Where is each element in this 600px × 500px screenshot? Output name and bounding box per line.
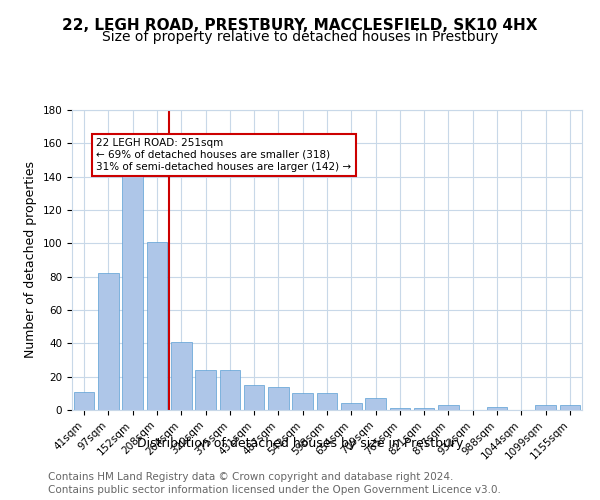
Bar — [560, 405, 580, 410]
Bar — [122, 166, 143, 410]
Bar — [146, 242, 167, 410]
Bar — [414, 408, 434, 410]
Bar — [244, 385, 265, 410]
Bar — [195, 370, 216, 410]
Text: Size of property relative to detached houses in Prestbury: Size of property relative to detached ho… — [102, 30, 498, 44]
Text: 22, LEGH ROAD, PRESTBURY, MACCLESFIELD, SK10 4HX: 22, LEGH ROAD, PRESTBURY, MACCLESFIELD, … — [62, 18, 538, 32]
Bar — [268, 386, 289, 410]
Text: Distribution of detached houses by size in Prestbury: Distribution of detached houses by size … — [137, 438, 463, 450]
Bar — [220, 370, 240, 410]
Bar — [365, 398, 386, 410]
Bar — [438, 405, 459, 410]
Bar — [389, 408, 410, 410]
Bar — [487, 406, 508, 410]
Text: 22 LEGH ROAD: 251sqm
← 69% of detached houses are smaller (318)
31% of semi-deta: 22 LEGH ROAD: 251sqm ← 69% of detached h… — [96, 138, 352, 172]
Text: Contains HM Land Registry data © Crown copyright and database right 2024.: Contains HM Land Registry data © Crown c… — [48, 472, 454, 482]
Bar — [535, 405, 556, 410]
Y-axis label: Number of detached properties: Number of detached properties — [24, 162, 37, 358]
Bar — [171, 342, 191, 410]
Bar — [341, 404, 362, 410]
Text: Contains public sector information licensed under the Open Government Licence v3: Contains public sector information licen… — [48, 485, 501, 495]
Bar — [317, 394, 337, 410]
Bar — [292, 394, 313, 410]
Bar — [74, 392, 94, 410]
Bar — [98, 274, 119, 410]
